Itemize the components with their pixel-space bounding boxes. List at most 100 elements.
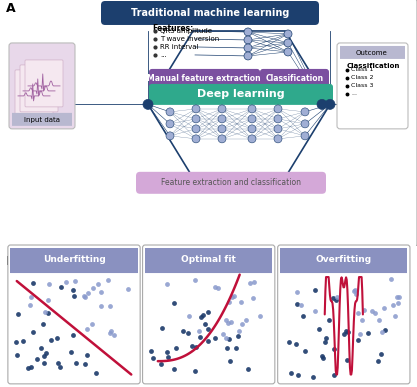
Text: Outcome: Outcome [356, 50, 388, 56]
Point [242, 317, 249, 323]
Point [288, 370, 294, 377]
Point [354, 337, 361, 343]
Point [108, 328, 114, 334]
Point [343, 328, 349, 334]
Circle shape [218, 115, 226, 123]
Text: QRS amplitude: QRS amplitude [160, 28, 212, 34]
Point [294, 301, 300, 307]
FancyBboxPatch shape [143, 245, 275, 384]
Point [236, 327, 243, 334]
Point [315, 326, 322, 332]
Point [202, 320, 208, 327]
Point [295, 372, 301, 378]
Point [394, 294, 401, 300]
Point [172, 344, 179, 351]
Point [70, 287, 77, 293]
Point [322, 335, 329, 341]
Point [388, 276, 395, 282]
FancyBboxPatch shape [279, 247, 409, 273]
Point [301, 348, 308, 354]
Text: Optimal fit: Optimal fit [181, 255, 236, 264]
Text: Classification: Classification [266, 74, 324, 84]
Circle shape [218, 135, 226, 143]
Point [205, 309, 211, 315]
Circle shape [192, 135, 200, 143]
Point [89, 321, 96, 327]
Point [380, 305, 387, 311]
Point [205, 326, 212, 332]
Point [41, 353, 48, 359]
Point [163, 349, 170, 355]
Point [13, 351, 20, 358]
Point [382, 327, 389, 334]
Circle shape [166, 108, 174, 116]
Circle shape [301, 132, 309, 140]
Point [45, 297, 51, 303]
Point [189, 342, 196, 349]
Point [197, 314, 204, 320]
Circle shape [248, 125, 256, 133]
Circle shape [244, 36, 252, 44]
Point [228, 319, 234, 325]
Point [158, 361, 164, 368]
Text: Class 2: Class 2 [351, 75, 374, 80]
Point [193, 344, 200, 351]
Point [29, 329, 36, 335]
Circle shape [301, 120, 309, 128]
Circle shape [143, 99, 153, 110]
Point [57, 364, 63, 370]
Point [239, 321, 246, 327]
Circle shape [248, 115, 256, 123]
Point [70, 293, 77, 299]
Circle shape [248, 135, 256, 143]
Point [95, 281, 101, 287]
Circle shape [284, 48, 292, 56]
Point [197, 334, 203, 341]
Text: ...: ... [160, 52, 167, 58]
Point [204, 338, 211, 344]
Text: Feature extraction and classification: Feature extraction and classification [161, 178, 301, 187]
Point [235, 333, 242, 339]
Point [27, 302, 34, 308]
Point [256, 313, 263, 319]
Point [54, 335, 60, 341]
Point [48, 337, 54, 343]
Circle shape [274, 125, 282, 133]
Text: Classification: Classification [347, 63, 400, 69]
Point [219, 331, 226, 337]
Point [357, 331, 364, 337]
Point [297, 302, 304, 308]
Point [396, 294, 403, 300]
Point [231, 293, 237, 299]
Point [25, 365, 31, 372]
Point [376, 317, 383, 323]
Point [40, 360, 47, 366]
Point [40, 320, 47, 327]
Circle shape [317, 99, 327, 110]
Point [331, 372, 337, 378]
Point [372, 310, 379, 317]
Point [200, 312, 206, 318]
Point [351, 288, 358, 294]
Point [344, 329, 351, 336]
Point [319, 355, 326, 361]
Point [333, 296, 340, 303]
Point [229, 293, 235, 300]
Point [311, 287, 318, 293]
Point [171, 366, 177, 372]
Point [233, 345, 240, 351]
Point [68, 349, 74, 355]
FancyBboxPatch shape [25, 60, 63, 107]
FancyBboxPatch shape [0, 0, 417, 248]
Point [45, 310, 51, 316]
Point [249, 295, 256, 301]
Circle shape [244, 28, 252, 36]
Point [14, 311, 21, 317]
Point [351, 287, 358, 293]
Point [186, 313, 193, 319]
Point [369, 308, 376, 314]
Point [192, 277, 198, 284]
Point [389, 301, 396, 308]
Point [226, 336, 233, 342]
Point [225, 320, 231, 326]
